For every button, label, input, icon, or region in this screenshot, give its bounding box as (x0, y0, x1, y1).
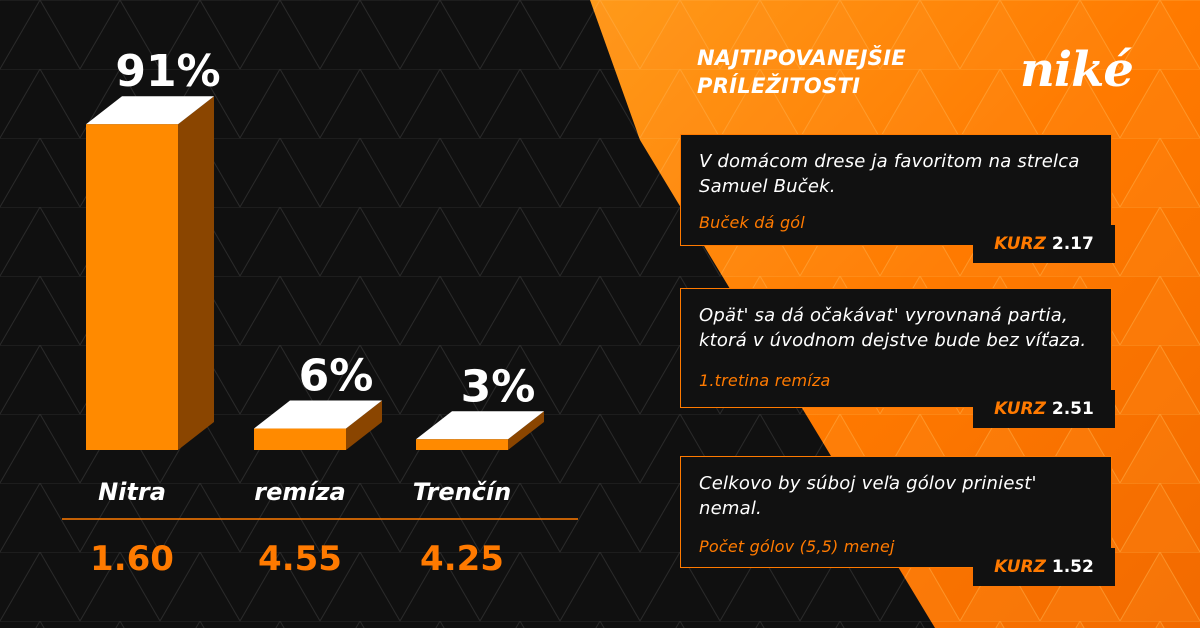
category-label: remíza (254, 478, 346, 506)
tip-text: Opät' sa dá očakávat' vyrovnaná partia, … (699, 305, 1087, 351)
bar-value-label: 3% (461, 361, 536, 412)
bar-chart: 91% Nitra 1.60 6% remíza 4.55 3% Trenčín 4.25 (62, 46, 578, 579)
tip-text: V domácom drese ja favoritom na strelca … (699, 151, 1080, 197)
panel-title: NAJTIPOVANEJŠIE PRÍLEŽITOSTI (697, 44, 987, 100)
kurz-badge-3: KURZ 1.52 (973, 548, 1115, 586)
bar-top (416, 411, 544, 440)
bar-3 (416, 411, 544, 450)
bar-front (86, 124, 178, 450)
kurz-badge-1: KURZ 2.17 (973, 225, 1115, 263)
bar-front (254, 428, 346, 450)
bar-top (86, 96, 214, 125)
kurz-value: 2.51 (1051, 399, 1094, 419)
kurz-value: 2.17 (1051, 234, 1094, 254)
kurz-label: KURZ (994, 557, 1046, 577)
kurz-badge-2: KURZ 2.51 (973, 390, 1115, 428)
bar-top (254, 400, 382, 429)
odds-label: 4.55 (258, 539, 342, 579)
bar-value-label: 91% (115, 46, 220, 97)
kurz-label: KURZ (994, 234, 1046, 254)
bar-side (508, 411, 544, 450)
odds-label: 1.60 (90, 539, 174, 579)
bar-side (178, 96, 214, 450)
kurz-value: 1.52 (1051, 557, 1094, 577)
bar-2 (254, 400, 382, 450)
tip-selection: Buček dá gól (699, 213, 805, 232)
tip-card-2: Opät' sa dá očakávat' vyrovnaná partia, … (680, 288, 1112, 408)
category-label: Trenčín (413, 478, 511, 506)
kurz-label: KURZ (994, 399, 1046, 419)
panel-title-line2: PRÍLEŽITOSTI (697, 74, 861, 98)
nike-logo: niké (1020, 42, 1134, 98)
category-label: Nitra (98, 478, 166, 506)
tip-selection: Počet gólov (5,5) menej (699, 537, 895, 556)
panel-title-line1: NAJTIPOVANEJŠIE (697, 46, 906, 70)
tip-selection: 1.tretina remíza (699, 371, 831, 390)
odds-label: 4.25 (420, 539, 504, 579)
bar-front (416, 439, 508, 450)
bar-value-label: 6% (299, 351, 374, 402)
bar-side (346, 400, 382, 450)
tip-text: Celkovo by súboj veľa gólov priniest' ne… (699, 473, 1037, 519)
bar-1 (86, 96, 214, 450)
